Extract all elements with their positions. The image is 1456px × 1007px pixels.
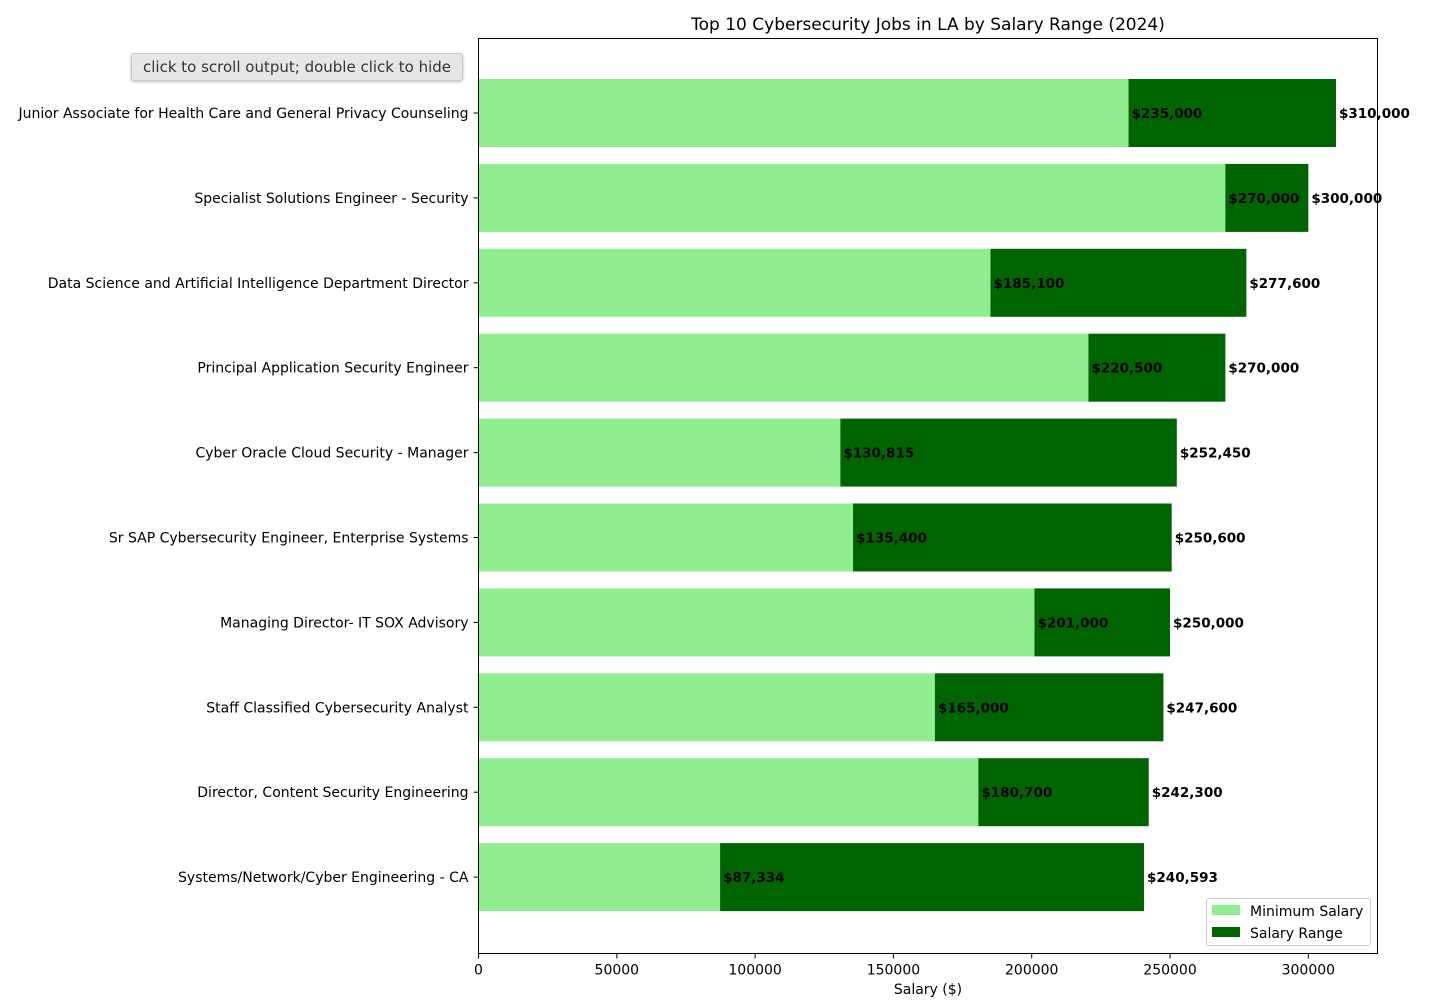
bar-minimum-salary [478, 79, 1129, 147]
min-salary-label: $87,334 [723, 870, 785, 886]
bar-salary-range [853, 503, 1172, 572]
min-salary-label: $185,100 [994, 276, 1065, 292]
bar-salary-range [1088, 333, 1226, 402]
y-tick-label: Sr SAP Cybersecurity Engineer, Enterpris… [109, 531, 469, 547]
max-salary-label: $242,300 [1152, 785, 1223, 801]
y-tick-label: Managing Director- IT SOX Advisory [220, 615, 468, 631]
bar-minimum-salary [478, 418, 841, 487]
chart-title: Top 10 Cybersecurity Jobs in LA by Salar… [690, 15, 1165, 35]
min-salary-label: $201,000 [1037, 615, 1108, 631]
legend-swatch-minimum [1212, 905, 1240, 915]
max-salary-label: $270,000 [1228, 361, 1299, 377]
y-tick-label: Specialist Solutions Engineer - Security [194, 191, 468, 207]
legend-frame [1206, 898, 1371, 946]
min-salary-label: $165,000 [938, 700, 1009, 716]
x-tick-label: 50000 [595, 963, 640, 979]
max-salary-label: $310,000 [1339, 106, 1410, 122]
y-tick-label: Staff Classified Cybersecurity Analyst [206, 700, 469, 716]
y-tick-label: Cyber Oracle Cloud Security - Manager [195, 446, 468, 462]
legend: Minimum Salary Salary Range [1206, 898, 1371, 946]
bar-minimum-salary [478, 673, 935, 742]
x-tick-label: 100000 [728, 963, 781, 979]
bars-layer [478, 79, 1337, 912]
y-tick-label: Data Science and Artificial Intelligence… [48, 276, 469, 292]
y-tick-label: Systems/Network/Cyber Engineering - CA [178, 870, 469, 886]
scroll-output-prompt[interactable]: click to scroll output; double click to … [131, 53, 463, 81]
max-salary-label: $250,600 [1175, 531, 1246, 547]
y-tick-label: Principal Application Security Engineer [197, 361, 468, 377]
min-salary-label: $270,000 [1228, 191, 1299, 207]
y-tick-label: Junior Associate for Health Care and Gen… [17, 106, 468, 122]
y-tick-label: Director, Content Security Engineering [197, 785, 468, 801]
bar-minimum-salary [478, 163, 1226, 232]
max-salary-label: $247,600 [1166, 700, 1237, 716]
min-salary-label: $180,700 [981, 785, 1052, 801]
x-axis-label: Salary ($) [894, 982, 962, 998]
bar-salary-range [720, 843, 1145, 912]
bar-salary-range [1034, 588, 1171, 657]
min-salary-label: $130,815 [843, 446, 914, 462]
bar-salary-range [1128, 79, 1337, 147]
bar-salary-range [990, 248, 1247, 317]
x-tick-label: 300000 [1282, 963, 1335, 979]
legend-label-range: Salary Range [1250, 926, 1343, 942]
min-salary-label: $235,000 [1132, 106, 1203, 122]
legend-swatch-range [1212, 927, 1240, 937]
bar-minimum-salary [478, 503, 854, 572]
plot-frame [478, 38, 1378, 954]
bar-minimum-salary [478, 588, 1035, 657]
min-salary-label: $220,500 [1091, 361, 1162, 377]
max-salary-label: $252,450 [1180, 446, 1251, 462]
y-axis: Junior Associate for Health Care and Gen… [17, 106, 479, 886]
x-tick-label: 250000 [1143, 963, 1196, 979]
x-tick-label: 150000 [867, 963, 920, 979]
x-axis: 0 50000 100000 150000 200000 250000 300000 [474, 953, 1335, 979]
bar-salary-range [840, 418, 1177, 487]
bar-salary-range [1225, 163, 1309, 232]
bar-salary-range [978, 758, 1149, 827]
bar-minimum-salary [478, 248, 991, 317]
x-tick-label: 0 [474, 963, 483, 979]
x-tick-label: 200000 [1005, 963, 1058, 979]
max-salary-label: $240,593 [1147, 870, 1218, 886]
bar-minimum-salary [478, 758, 979, 827]
legend-label-minimum: Minimum Salary [1250, 904, 1363, 920]
bar-minimum-salary [478, 843, 721, 912]
value-labels-layer: $235,000 $310,000 $270,000 $300,000 $185,100… [723, 106, 1410, 886]
bar-minimum-salary [478, 333, 1089, 402]
bar-salary-range [934, 673, 1164, 742]
max-salary-label: $250,000 [1173, 615, 1244, 631]
max-salary-label: $300,000 [1311, 191, 1382, 207]
max-salary-label: $277,600 [1249, 276, 1320, 292]
min-salary-label: $135,400 [856, 531, 927, 547]
